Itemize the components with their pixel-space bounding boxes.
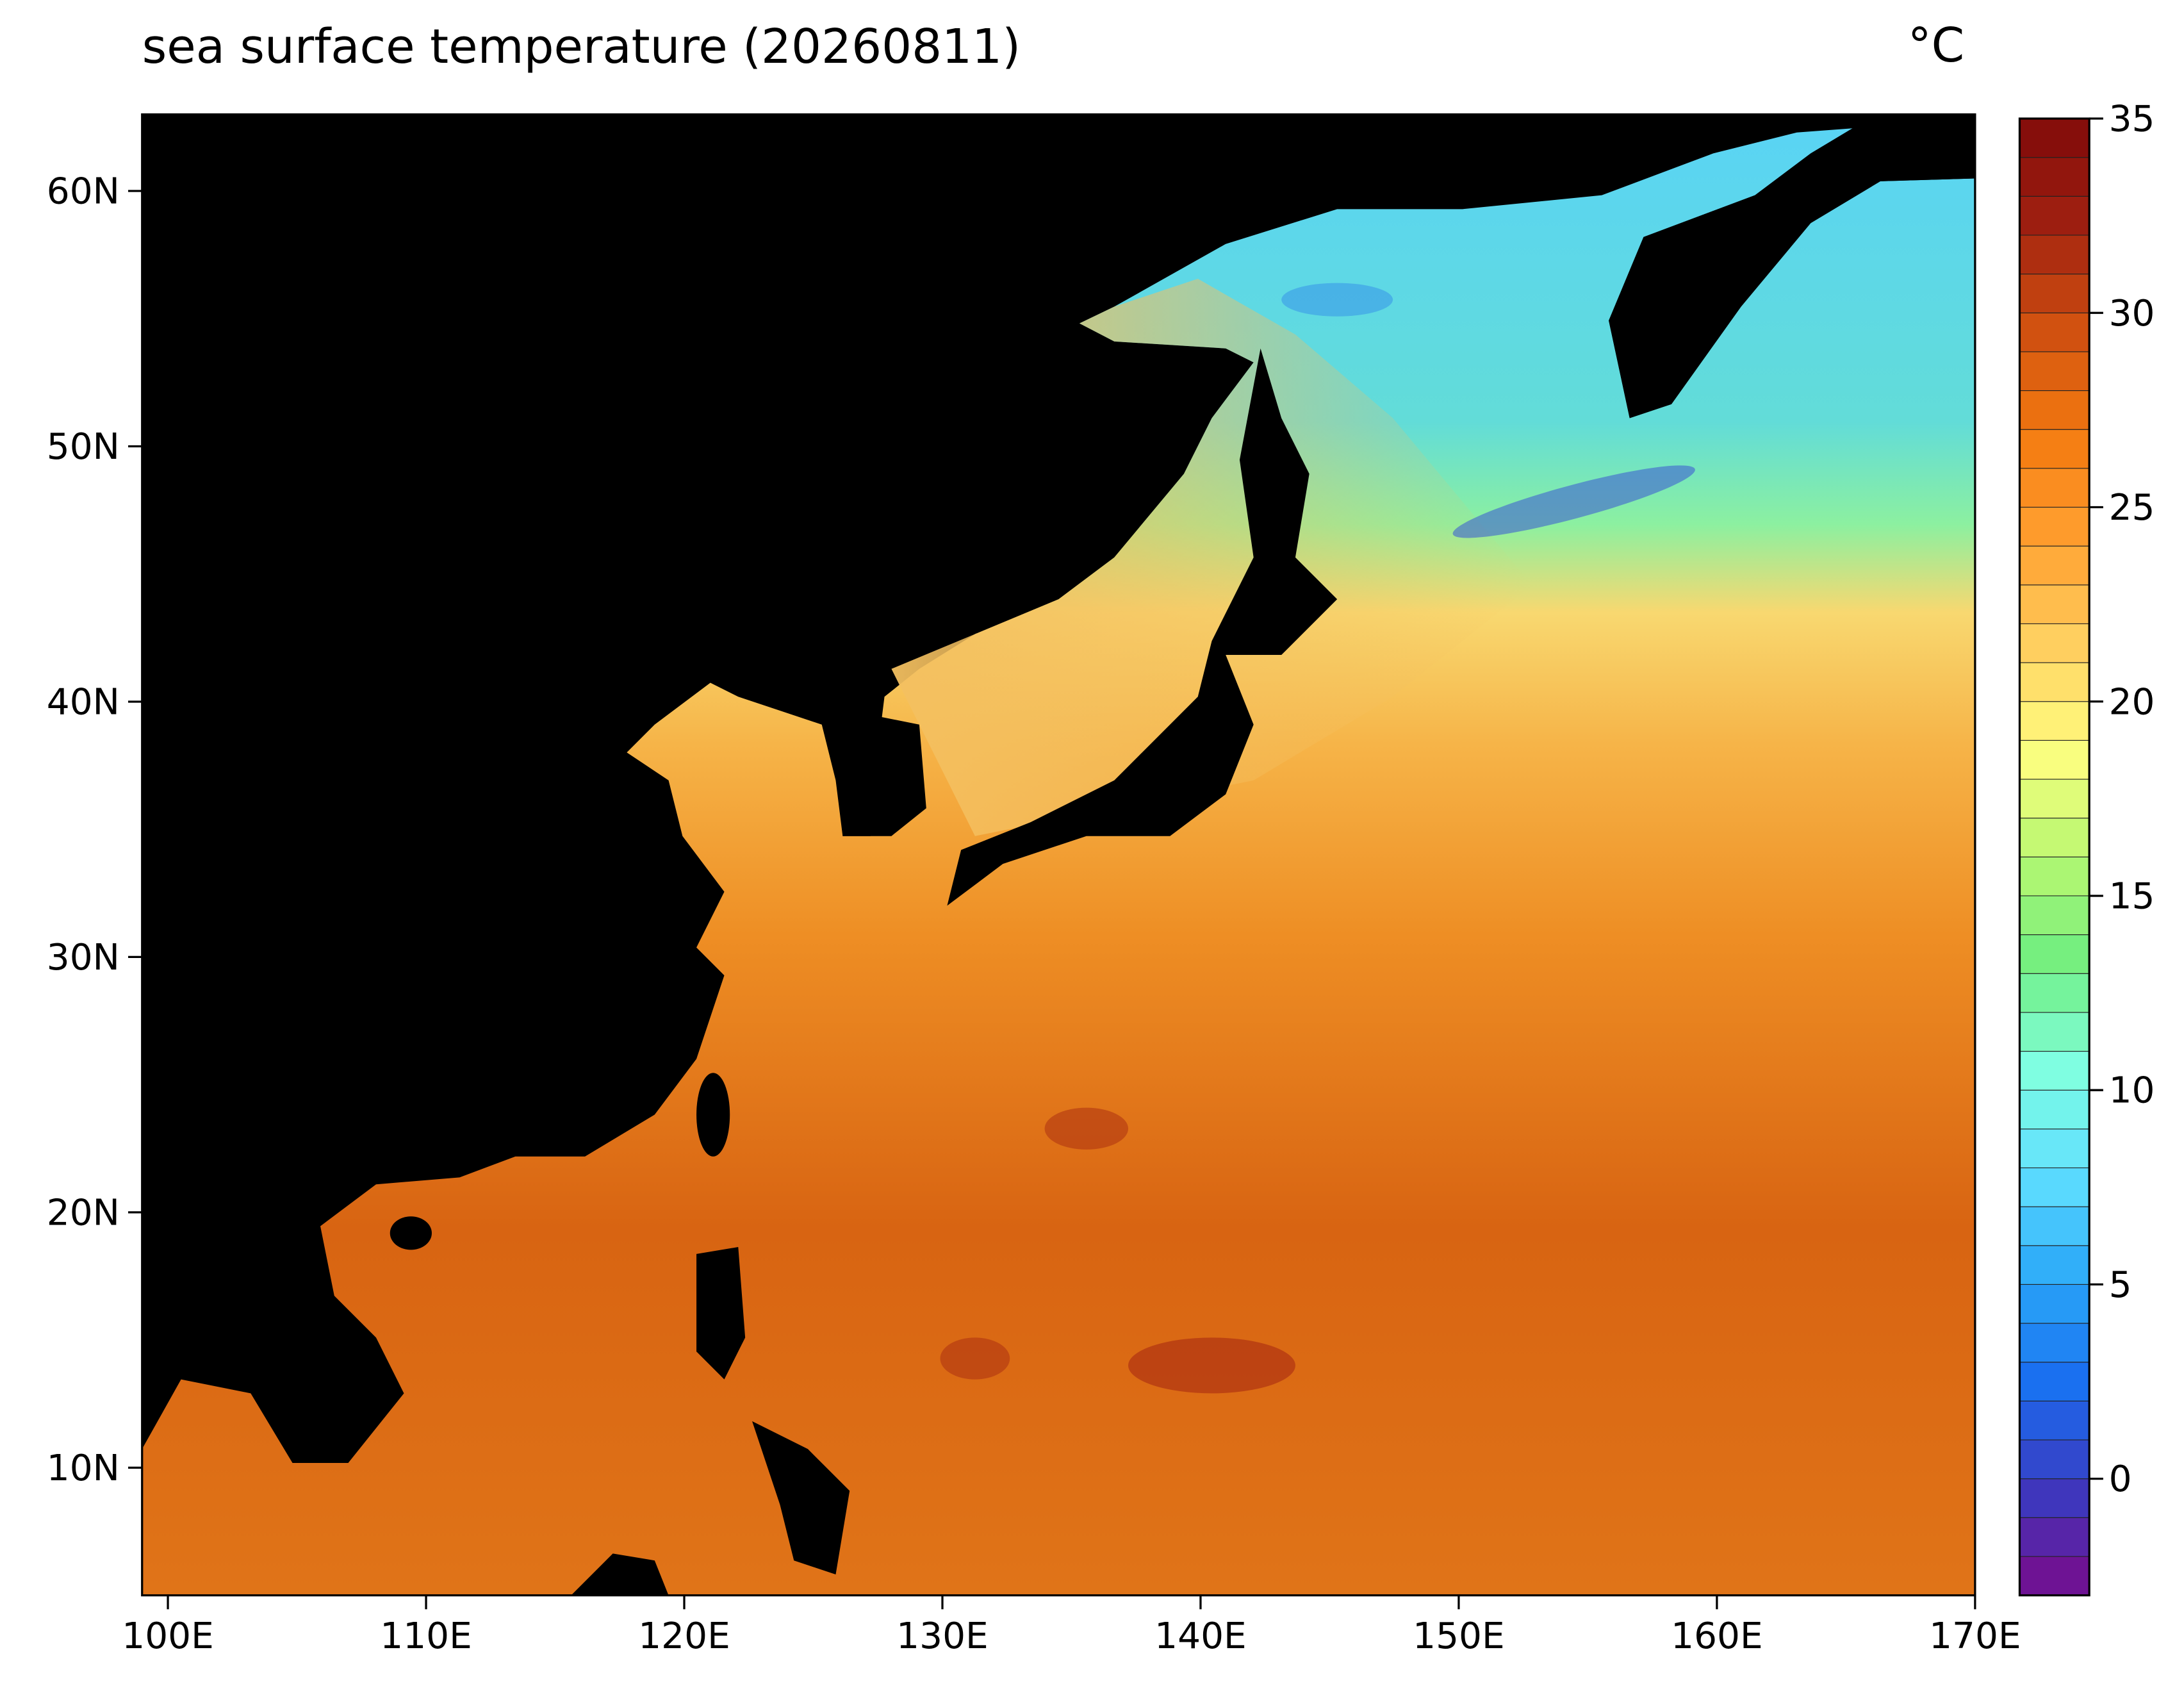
x-tick-label: 170E	[1929, 1615, 2021, 1657]
colorbar-band	[2019, 662, 2090, 702]
warm-patch	[940, 1337, 1010, 1380]
colorbar-band	[2019, 895, 2090, 936]
colorbar-band	[2019, 118, 2090, 158]
colorbar-band	[2019, 1439, 2090, 1480]
colorbar-band	[2019, 1089, 2090, 1130]
colorbar-frame	[2018, 117, 2090, 1597]
colorbar-unit: °C	[1908, 18, 1965, 73]
colorbar-band	[2019, 1206, 2090, 1246]
colorbar-band	[2019, 1517, 2090, 1557]
colorbar-band	[2019, 1400, 2090, 1441]
colorbar-tick-label: 30	[2109, 293, 2155, 334]
colorbar-band	[2019, 1478, 2090, 1518]
colorbar-band	[2019, 506, 2090, 547]
colorbar-band	[2019, 1012, 2090, 1052]
colorbar-band	[2019, 1050, 2090, 1091]
y-tick-label: 20N	[47, 1192, 120, 1234]
colorbar-band	[2019, 235, 2090, 275]
colorbar-band	[2019, 584, 2090, 624]
colorbar-band	[2019, 1556, 2090, 1596]
colorbar-band	[2019, 312, 2090, 352]
colorbar-band	[2019, 195, 2090, 236]
colorbar-band	[2019, 818, 2090, 857]
ocean	[142, 128, 1975, 1596]
y-tick-label: 60N	[47, 171, 120, 213]
colorbar-band	[2019, 701, 2090, 741]
colorbar-band	[2019, 934, 2090, 974]
colorbar-band	[2019, 856, 2090, 896]
cold-patch	[1452, 465, 1695, 538]
y-tick-label: 10N	[47, 1448, 120, 1489]
land	[390, 114, 1975, 1596]
colorbar-tick-label: 10	[2109, 1070, 2155, 1112]
x-tick-label: 130E	[896, 1615, 989, 1657]
colorbar-band	[2019, 1323, 2090, 1363]
colorbar-band	[2019, 973, 2090, 1013]
colorbar-band	[2019, 739, 2090, 780]
colorbar-band	[2019, 1128, 2090, 1169]
x-tick-label: 150E	[1413, 1615, 1505, 1657]
colorbar-band	[2019, 468, 2090, 508]
colorbar-band	[2019, 429, 2090, 469]
marginal-sea-warm	[891, 279, 1532, 836]
colorbar-tick-label: 20	[2109, 681, 2155, 723]
x-tick-label: 120E	[638, 1615, 730, 1657]
y-tick-label: 50N	[47, 426, 120, 468]
x-tick-label: 160E	[1671, 1615, 1763, 1657]
colorbar-tick-label: 15	[2109, 876, 2155, 918]
colorbar-band	[2019, 157, 2090, 197]
colorbar-band	[2019, 545, 2090, 586]
colorbar-band	[2019, 1245, 2090, 1285]
x-tick-label: 100E	[122, 1615, 214, 1657]
colorbar-band	[2019, 1284, 2090, 1324]
y-tick-label: 30N	[47, 937, 120, 979]
warm-patch	[1128, 1337, 1295, 1394]
colorbar-tick-label: 0	[2109, 1458, 2132, 1500]
map-field	[142, 114, 1975, 1596]
colorbar-band	[2019, 390, 2090, 430]
plot-frame	[141, 113, 1976, 1597]
colorbar-band	[2019, 1362, 2090, 1401]
colorbar-band	[2019, 1167, 2090, 1207]
colorbar-band	[2019, 779, 2090, 819]
x-tick-label: 140E	[1154, 1615, 1247, 1657]
x-tick-label: 110E	[380, 1615, 472, 1657]
map-title: sea surface temperature (20260811)	[142, 19, 1021, 74]
colorbar-band	[2019, 351, 2090, 392]
cold-patch	[1281, 283, 1393, 317]
colorbar-tick-label: 5	[2109, 1264, 2132, 1306]
warm-patch	[1044, 1107, 1129, 1150]
colorbar-tick-label: 25	[2109, 487, 2155, 529]
colorbar-band	[2019, 623, 2090, 663]
colorbar-tick-label: 35	[2109, 99, 2155, 140]
colorbar-band	[2019, 274, 2090, 313]
y-tick-label: 40N	[47, 682, 120, 723]
